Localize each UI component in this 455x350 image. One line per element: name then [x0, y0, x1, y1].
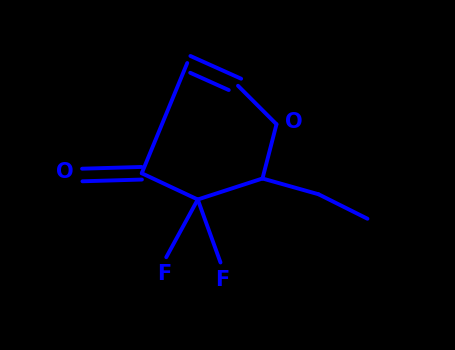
Text: O: O — [56, 162, 74, 182]
Text: O: O — [285, 112, 303, 133]
Text: F: F — [215, 270, 229, 289]
Text: F: F — [157, 264, 172, 284]
